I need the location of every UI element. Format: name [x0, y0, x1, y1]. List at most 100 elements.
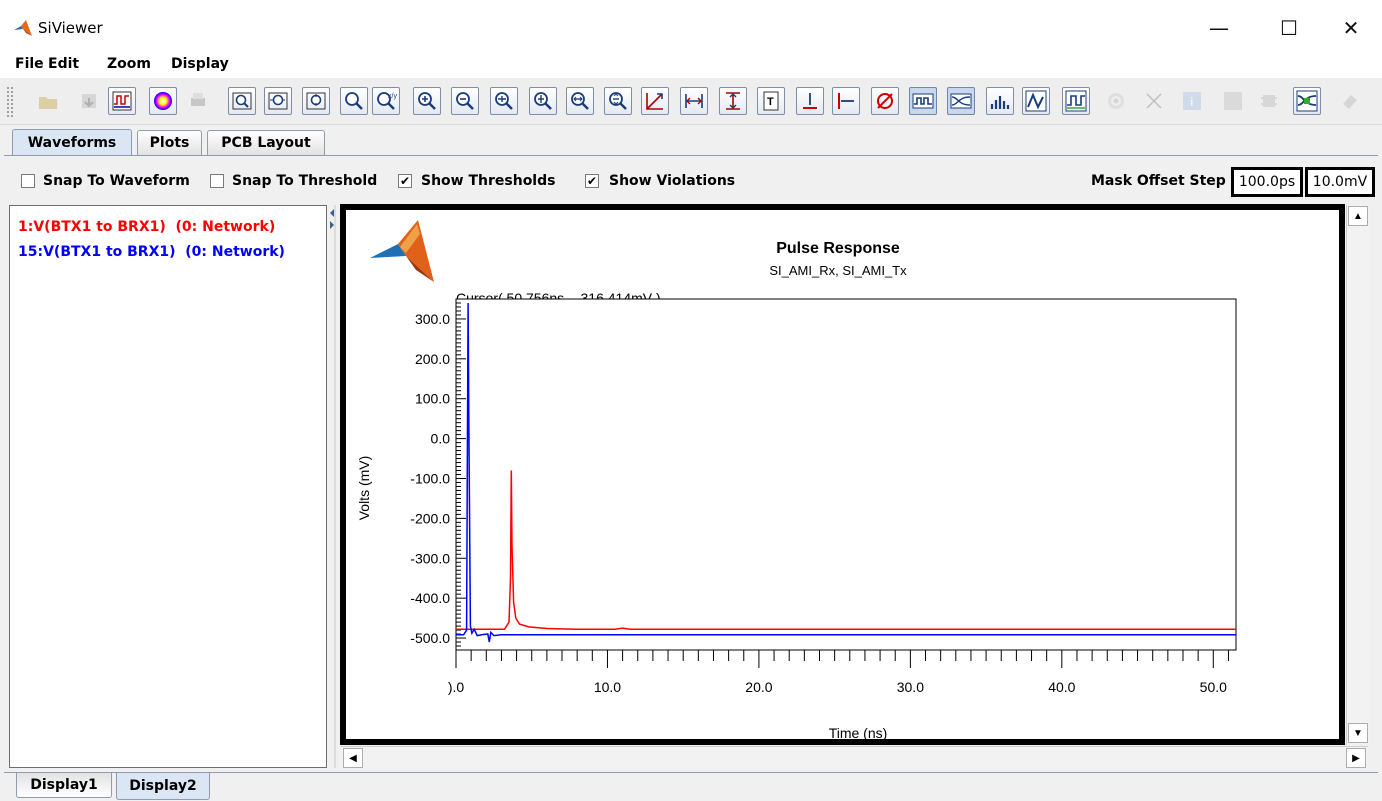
- trace-1-name: 1:V(BTX1 to BRX1): [18, 219, 166, 235]
- mask-offset-time-field[interactable]: 100.0ps: [1231, 167, 1303, 197]
- tab-divider: [4, 155, 1378, 156]
- series-line-1[interactable]: [456, 470, 1236, 631]
- zoom-out-icon[interactable]: [451, 87, 479, 115]
- zoom-icon[interactable]: [340, 87, 368, 115]
- menu-zoom[interactable]: Zoom: [107, 56, 151, 72]
- show-violations-checkbox[interactable]: ✔: [585, 174, 599, 188]
- pulse-response-chart[interactable]: Pulse Response SI_AMI_Rx, SI_AMI_Tx Curs…: [346, 210, 1339, 739]
- maximize-button[interactable]: ☐: [1280, 16, 1298, 40]
- delete-icon[interactable]: [1140, 87, 1168, 115]
- trace-item-15[interactable]: 15:V(BTX1 to BRX1) (0: Network): [18, 244, 285, 260]
- waveform-icon[interactable]: [1022, 87, 1050, 115]
- trace-15-source: (0: Network): [185, 244, 285, 260]
- chart-subtitle: SI_AMI_Rx, SI_AMI_Tx: [769, 263, 907, 278]
- menu-display[interactable]: Display: [171, 56, 229, 72]
- marker-down-icon[interactable]: [796, 87, 824, 115]
- blank-square-icon[interactable]: [1219, 87, 1247, 115]
- menu-file[interactable]: File: [15, 56, 44, 72]
- tab-pcb-layout[interactable]: PCB Layout: [207, 130, 325, 155]
- x-tick-label: 10.0: [594, 679, 621, 695]
- print-icon[interactable]: [184, 87, 212, 115]
- y-tick-label: 0.0: [431, 431, 451, 447]
- vertical-scrollbar[interactable]: ▲ ▼: [1346, 205, 1369, 745]
- text-note-icon[interactable]: T: [757, 87, 785, 115]
- color-wheel-icon[interactable]: [149, 87, 177, 115]
- snap-to-threshold-label: Snap To Threshold: [232, 173, 378, 189]
- import-icon[interactable]: [76, 87, 104, 115]
- histogram-icon[interactable]: [986, 87, 1014, 115]
- zoom-in-icon[interactable]: [413, 87, 441, 115]
- matlab-logo-icon: [14, 20, 32, 36]
- no-color-icon[interactable]: [871, 87, 899, 115]
- y-tick-label: 200.0: [415, 351, 450, 367]
- scroll-down-arrow-icon[interactable]: ▼: [1348, 723, 1368, 743]
- zoom-out-x-icon[interactable]: [566, 87, 594, 115]
- zoom-to-box-icon[interactable]: [264, 87, 292, 115]
- y-tick-label: -300.0: [410, 550, 450, 566]
- zoom-fit-icon[interactable]: [228, 87, 256, 115]
- waveform-import-icon[interactable]: [108, 87, 136, 115]
- menu-bar: [0, 54, 1382, 78]
- x-axis-label: Time (ns): [829, 725, 888, 739]
- open-folder-icon[interactable]: [34, 87, 62, 115]
- svg-text:T: T: [767, 96, 774, 108]
- x-tick-label: ).0: [448, 679, 465, 695]
- scroll-left-arrow-icon[interactable]: ◀: [343, 748, 363, 768]
- snap-to-waveform-checkbox[interactable]: [21, 174, 35, 188]
- chart-title: Pulse Response: [776, 240, 900, 257]
- snap-to-threshold-checkbox[interactable]: [210, 174, 224, 188]
- y-tick-label: -100.0: [410, 470, 450, 486]
- info-icon[interactable]: i: [1178, 87, 1206, 115]
- tab-display1[interactable]: Display1: [16, 773, 112, 798]
- y-tick-label: -200.0: [410, 510, 450, 526]
- tab-plots[interactable]: Plots: [137, 130, 202, 155]
- zoom-in-y-icon[interactable]: [529, 87, 557, 115]
- scroll-up-arrow-icon[interactable]: ▲: [1348, 206, 1368, 226]
- matlab-logo-icon: [370, 220, 434, 282]
- x-tick-label: 20.0: [745, 679, 772, 695]
- y-axis-label: Volts (mV): [356, 456, 372, 521]
- series-line-2[interactable]: [456, 302, 1236, 643]
- eye-mask-icon[interactable]: [1293, 87, 1321, 115]
- plot-frame: Pulse Response SI_AMI_Rx, SI_AMI_Tx Curs…: [340, 204, 1345, 745]
- pulse-wave-icon[interactable]: [909, 87, 937, 115]
- tab-waveforms[interactable]: Waveforms: [12, 129, 132, 156]
- marker-left-icon[interactable]: [832, 87, 860, 115]
- svg-text:x/y: x/y: [388, 93, 397, 100]
- trace-15-name: 15:V(BTX1 to BRX1): [18, 244, 176, 260]
- mask-offset-voltage-field[interactable]: 10.0mV: [1305, 167, 1375, 197]
- scroll-right-arrow-icon[interactable]: ▶: [1346, 748, 1366, 768]
- zoom-out-y-icon[interactable]: [604, 87, 632, 115]
- measure-vertical-icon[interactable]: [719, 87, 747, 115]
- target-icon[interactable]: [1102, 87, 1130, 115]
- show-thresholds-checkbox[interactable]: ✔: [398, 174, 412, 188]
- measure-slope-icon[interactable]: [641, 87, 669, 115]
- close-button[interactable]: ✕: [1342, 16, 1360, 40]
- chip-icon[interactable]: [1255, 87, 1283, 115]
- x-tick-label: 30.0: [897, 679, 924, 695]
- eraser-icon[interactable]: [1336, 87, 1364, 115]
- plot-area[interactable]: [455, 298, 1237, 651]
- menu-edit-label: Edit: [48, 56, 80, 72]
- show-thresholds-label: Show Thresholds: [421, 173, 556, 189]
- measure-horizontal-icon[interactable]: [680, 87, 708, 115]
- zoom-in-x-icon[interactable]: [490, 87, 518, 115]
- trace-item-1[interactable]: 1:V(BTX1 to BRX1) (0: Network): [18, 219, 275, 235]
- horizontal-scrollbar[interactable]: ◀ ▶: [341, 746, 1368, 769]
- zoom-xy-icon[interactable]: x/y: [372, 87, 400, 115]
- snap-to-waveform-label: Snap To Waveform: [43, 173, 190, 189]
- tab-display2[interactable]: Display2: [116, 773, 210, 800]
- toolbar-grip[interactable]: [6, 86, 14, 118]
- panel-splitter[interactable]: [327, 205, 340, 768]
- mask-offset-step-label: Mask Offset Step: [1091, 173, 1226, 189]
- y-tick-label: -400.0: [410, 590, 450, 606]
- menu-file-label: File: [15, 56, 44, 72]
- zoom-extents-icon[interactable]: [302, 87, 330, 115]
- y-tick-label: 300.0: [415, 311, 450, 327]
- minimize-button[interactable]: —: [1209, 16, 1229, 40]
- y-tick-label: 100.0: [415, 391, 450, 407]
- menu-edit[interactable]: Edit: [48, 56, 79, 72]
- eye-diagram-icon[interactable]: [947, 87, 975, 115]
- x-tick-label: 50.0: [1200, 679, 1227, 695]
- digital-wave-icon[interactable]: [1062, 87, 1090, 115]
